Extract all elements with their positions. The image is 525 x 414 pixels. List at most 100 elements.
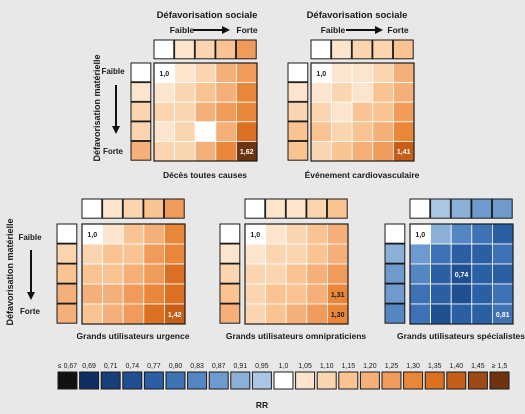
heatmap-cell [153, 82, 176, 103]
heatmap-cell [122, 303, 145, 325]
legend-title: RR [256, 400, 268, 410]
legend-swatch [251, 371, 272, 390]
legend-swatch [316, 371, 337, 390]
heatmap-cell [244, 283, 267, 305]
col-margin-cell [215, 39, 237, 60]
legend-label: 0,91 [233, 363, 247, 370]
row-margin-cell [384, 263, 406, 284]
heatmap-cell [310, 140, 333, 162]
col-margin-cell [265, 198, 286, 219]
heatmap-cell [244, 303, 267, 325]
heatmap-cell [163, 223, 186, 245]
heatmap-cell [430, 243, 452, 265]
cell-value-label: 1,41 [397, 149, 411, 156]
heatmap-cell [265, 223, 287, 245]
legend-swatch [100, 371, 121, 390]
row-margin-cell [219, 223, 241, 244]
heatmap-cell [174, 62, 196, 84]
col-margin-cell [174, 39, 195, 60]
cell-value-label: 0,74 [455, 272, 469, 279]
row-axis-low-label-2: Faible [18, 233, 42, 242]
col-margin-cell [102, 198, 123, 219]
row-margin-cell [287, 62, 309, 83]
row-margin-cell [130, 121, 152, 142]
row-axis-high-label: Forte [103, 147, 124, 156]
heatmap-cell [310, 101, 333, 123]
heatmap-cell [372, 140, 394, 162]
heatmap-panel: 1,0 0,74 0,81 Grands utilisateurs spécialis… [384, 198, 525, 341]
col-margin-cell [153, 39, 175, 60]
heatmap-cell [163, 263, 186, 285]
legend-label: 1,20 [363, 363, 377, 370]
heatmap-cell [102, 263, 124, 285]
col-margin-cell [194, 39, 216, 60]
heatmap-panel: 1,0 1,31 1,30 Grands utilisateurs omniprati… [219, 198, 366, 341]
row-margin-cell [56, 243, 78, 264]
heatmap-cell [194, 62, 217, 84]
color-legend: ≤ 0,67 0,69 0,71 0,74 0,77 0,80 0,83 0,87 0,91 0,… [57, 363, 510, 390]
heatmap-cell [143, 303, 165, 325]
panel-title: Grands utilisateurs spécialistes [397, 331, 525, 341]
heatmap-cell [471, 243, 493, 265]
heatmap-cell [306, 303, 328, 325]
heatmap-cell [310, 82, 333, 103]
heatmap-cell [265, 303, 287, 325]
heatmap-cell [331, 62, 353, 84]
heatmap-cell [331, 82, 353, 103]
row-margin-cell [384, 223, 406, 244]
heatmap-cell [153, 140, 176, 162]
row-margin-cell [384, 283, 406, 304]
cell-value-label: 1,31 [331, 292, 345, 299]
cell-value-label: 1,42 [168, 312, 182, 319]
heatmap-cell [143, 223, 165, 245]
col-margin-cell [235, 39, 257, 60]
row-margin-cell [287, 140, 309, 161]
row-margin-cell [384, 243, 406, 264]
row-margin-cell [56, 303, 78, 324]
heatmap-cell [351, 140, 374, 162]
heatmap-cell [194, 140, 217, 162]
heatmap-cell [163, 243, 186, 265]
heatmap-cell [215, 82, 237, 103]
row-axis-title-2: Défavorisation matérielle [5, 218, 15, 325]
row-margin-cell [219, 283, 241, 304]
heatmap-cell [306, 243, 328, 265]
panel-title: Décès toutes causes [163, 170, 247, 180]
heatmap-cell [450, 223, 473, 245]
cell-value-label: 1,0 [316, 71, 326, 78]
row-margin-cell [56, 283, 78, 304]
heatmap-cell [244, 243, 267, 265]
heatmap-cell [331, 140, 353, 162]
row-margin-cell [130, 82, 152, 102]
grid-border [409, 223, 514, 325]
row-margin-cell [130, 140, 152, 161]
legend-label: 0,74 [125, 363, 139, 370]
legend-label: 1,15 [341, 363, 355, 370]
cell-value-label: 1,62 [240, 149, 254, 156]
heatmap-cell [409, 263, 432, 285]
heatmap-cell [102, 223, 124, 245]
heatmap-cell [491, 263, 514, 285]
legend-label: 1,35 [428, 363, 442, 370]
legend-label: ≥ 1,5 [492, 363, 508, 370]
grid-border [310, 62, 415, 162]
row-margin-cell [219, 243, 241, 264]
heatmap-cell [326, 243, 349, 265]
legend-label: 1,05 [298, 363, 312, 370]
legend-label: 0,77 [147, 363, 161, 370]
col-axis-low-label-2: Faible [321, 25, 346, 35]
col-margin-cell [331, 39, 352, 60]
heatmap-cell [153, 101, 176, 123]
col-margin-cell [430, 198, 451, 219]
legend-swatch [143, 371, 164, 390]
heatmap-cell [409, 243, 432, 265]
grid-border [81, 223, 186, 325]
heatmap-cell [143, 263, 165, 285]
heatmap-cell [392, 82, 415, 103]
legend-label: 1,40 [449, 363, 463, 370]
row-margin-cell [287, 101, 309, 122]
legend-swatch [273, 371, 294, 390]
legend-swatch [295, 371, 316, 390]
legend-label: 0,83 [190, 363, 204, 370]
